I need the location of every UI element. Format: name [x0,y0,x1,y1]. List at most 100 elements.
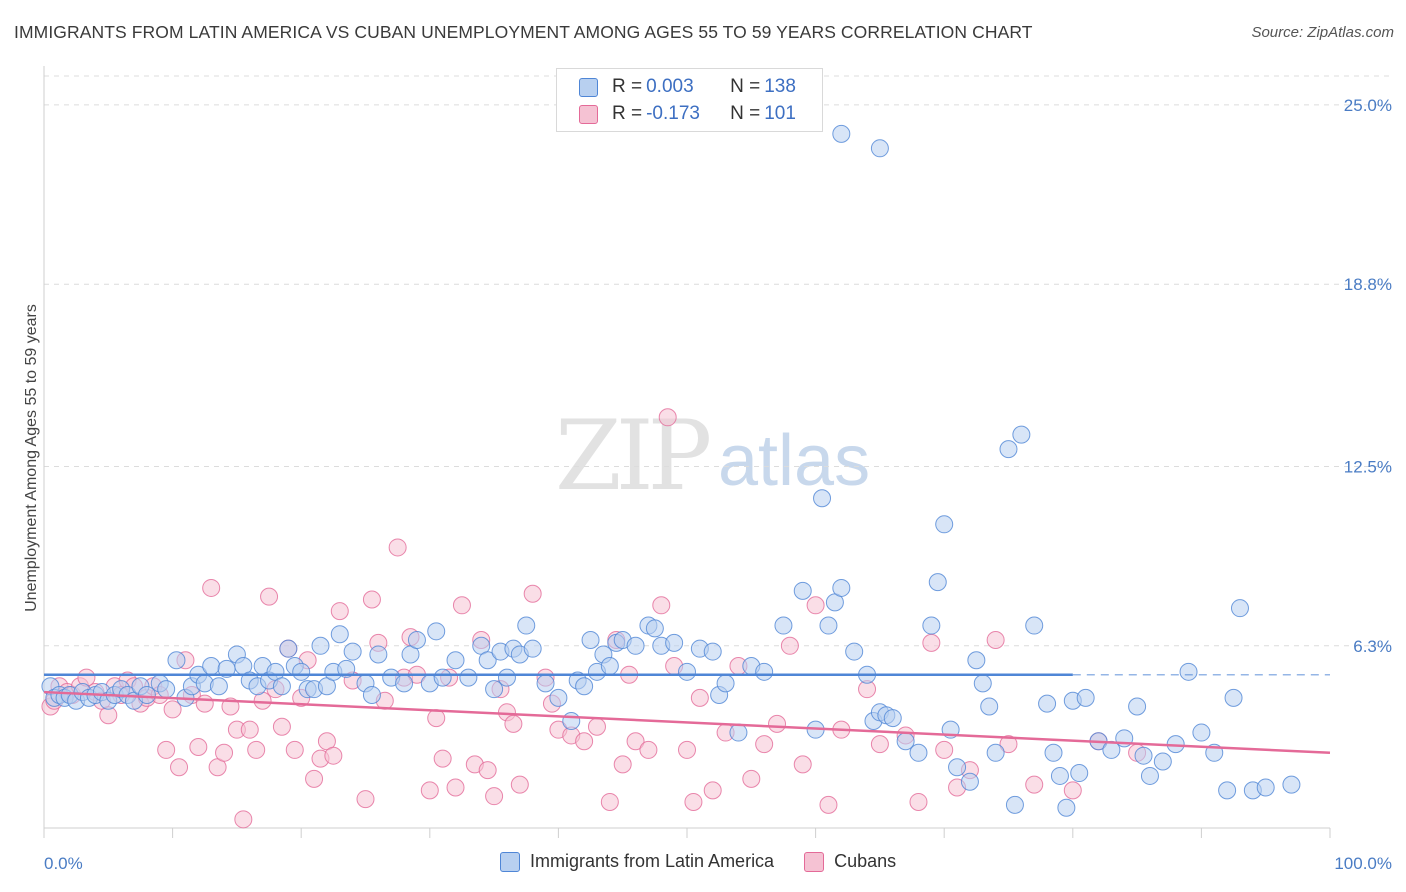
data-point [768,714,787,733]
data-point [626,636,645,655]
data-point [202,578,221,597]
data-point [446,651,465,670]
data-point [639,740,658,759]
data-point [909,743,928,762]
data-point [388,538,407,557]
data-point [549,688,568,707]
data-point [1192,723,1211,742]
data-point [517,616,536,635]
data-point [1012,425,1031,444]
data-point [1256,778,1275,797]
data-point [1070,764,1089,783]
data-point [922,616,941,635]
data-point [420,781,439,800]
legend-n-label: N = [730,76,761,97]
data-point [362,590,381,609]
data-point [369,645,388,664]
correlation-legend: R = 0.003 N = 138 R = -0.173 N = 101 [556,68,823,132]
legend-swatch-blue [579,77,598,97]
data-point [980,697,999,716]
data-point [658,408,677,427]
data-point [260,587,279,606]
watermark-zip: ZIP [555,400,712,512]
data-point [922,633,941,652]
data-point [645,619,664,638]
data-point [1230,599,1249,618]
data-point [755,662,774,681]
data-point [279,639,298,658]
data-point [832,124,851,143]
watermark-atlas: atlas [718,421,871,501]
data-point [1282,775,1301,794]
tick-labels: 6.3% 12.5% 18.8% 25.0% 0.0% 100.0% [44,96,1392,873]
data-point [652,596,671,615]
data-point [755,735,774,754]
data-point [883,709,902,728]
legend-r-label: R = [612,103,643,124]
series-cubans [41,408,1147,829]
data-point [1025,775,1044,794]
data-point [356,790,375,809]
data-point [337,659,356,678]
data-point [928,573,947,592]
data-point [362,685,381,704]
legend-r-value: -0.173 [646,103,700,124]
data-point [562,711,581,730]
data-point [575,732,594,751]
legend-swatch-latin-america [500,851,520,872]
data-point [832,578,851,597]
data-point [960,772,979,791]
data-point [774,616,793,635]
data-point [343,642,362,661]
data-point [272,717,291,736]
data-point [395,674,414,693]
data-point [986,743,1005,762]
data-point [485,787,504,806]
data-point [813,489,832,508]
legend-label-cubans: Cubans [834,851,897,871]
data-point [459,668,478,687]
data-point [330,625,349,644]
data-point [935,740,954,759]
y-tick-label: 6.3% [1353,637,1392,656]
data-point [195,694,214,713]
data-point [305,769,324,788]
data-point [189,738,208,757]
data-point [485,680,504,699]
data-point [285,740,304,759]
data-point [215,743,234,762]
x-tick-label: 100.0% [1334,854,1392,873]
data-point [665,633,684,652]
data-point [613,755,632,774]
data-point [478,761,497,780]
data-point [581,631,600,649]
trend-lines [43,673,1331,755]
data-point [806,596,825,615]
data-point [948,758,967,777]
data-point [690,688,709,707]
y-tick-label: 25.0% [1344,96,1392,115]
y-tick-label: 18.8% [1344,275,1392,294]
data-point [678,740,696,759]
legend-row-blue: R = 0.003 N = 138 [557,73,796,101]
data-point [292,662,311,681]
data-point [870,735,889,754]
data-point [446,778,465,797]
data-point [1038,694,1057,713]
data-point [209,677,228,696]
data-point [626,732,645,751]
data-point [311,636,330,655]
data-point [157,740,176,759]
data-point [1134,746,1153,765]
data-point [600,792,619,811]
data-point [497,668,516,687]
legend-swatch-cubans [804,851,825,872]
data-point [845,642,864,661]
data-point [1025,616,1044,635]
data-point [935,515,954,534]
data-point [433,749,452,768]
data-point [703,642,722,661]
data-point [272,677,291,696]
legend-n-value: 101 [764,103,796,124]
